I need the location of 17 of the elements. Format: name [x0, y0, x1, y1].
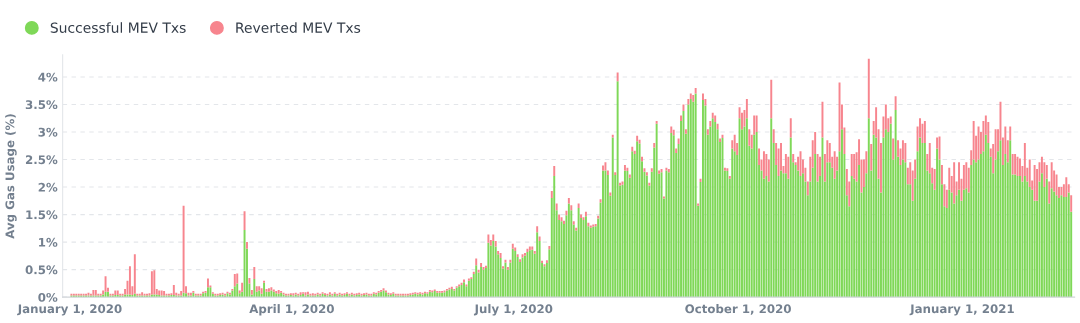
x-tick-label: July 1, 2020 — [473, 304, 553, 316]
legend-label: Reverted MEV Txs — [236, 22, 361, 33]
y-tick-label: 3% — [38, 127, 58, 137]
y-tick-label: 2.5% — [25, 155, 58, 165]
x-tick-label: April 1, 2020 — [249, 304, 334, 316]
x-tick-label: October 1, 2020 — [685, 304, 791, 315]
x-tick-label: January 1, 2020 — [17, 304, 122, 316]
legend-label: Successful MEV Txs — [50, 22, 186, 33]
y-tick-label: 1.5% — [26, 210, 58, 220]
y-axis-title: Avg Gas Usage (%) — [5, 114, 17, 239]
y-tick-label: 0.5% — [25, 265, 58, 275]
y-tick-label: 3.5% — [25, 100, 58, 110]
y-tick-label: 2% — [38, 182, 58, 192]
x-tick-label: January 1, 2021 — [909, 304, 1014, 316]
y-tick-label: 4% — [38, 72, 58, 82]
y-tick-label: 0% — [38, 292, 58, 302]
y-tick-label: 1% — [39, 237, 58, 247]
